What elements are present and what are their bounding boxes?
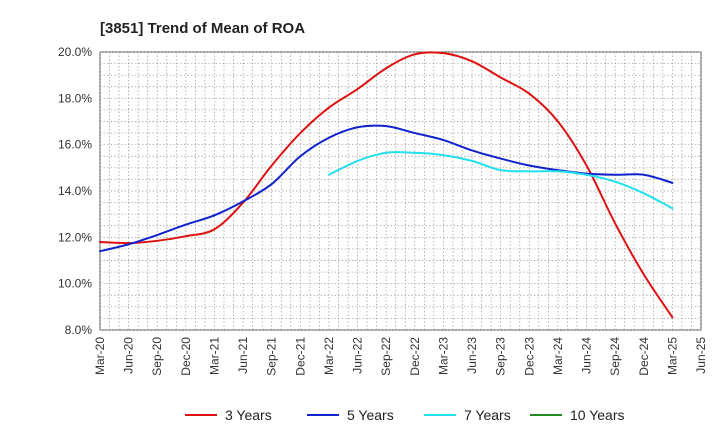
x-tick-label: Mar-21 <box>207 337 221 375</box>
x-tick-label: Mar-22 <box>322 337 336 375</box>
x-tick-label: Jun-20 <box>122 337 136 374</box>
legend-label-7-years: 7 Years <box>464 407 511 423</box>
x-tick-label: Jun-25 <box>694 337 708 374</box>
x-tick-label: Sep-22 <box>379 337 393 376</box>
x-tick-label: Jun-24 <box>580 337 594 374</box>
chart-title: [3851] Trend of Mean of ROA <box>100 20 305 37</box>
x-tick-label: Sep-23 <box>494 337 508 376</box>
y-tick-label: 12.0% <box>58 230 92 244</box>
y-tick-label: 20.0% <box>58 45 92 59</box>
x-tick-label: Mar-24 <box>551 337 565 375</box>
legend-label-3-years: 3 Years <box>225 407 272 423</box>
x-tick-label: Mar-25 <box>665 337 679 375</box>
y-tick-label: 16.0% <box>58 138 92 152</box>
series-layer <box>99 51 674 319</box>
x-tick-label: Dec-22 <box>408 337 422 376</box>
series-line-7-years <box>327 151 674 210</box>
x-tick-label: Dec-23 <box>522 337 536 376</box>
y-tick-label: 10.0% <box>58 277 92 291</box>
x-tick-label: Mar-23 <box>436 337 450 375</box>
legend-label-5-years: 5 Years <box>347 407 394 423</box>
x-tick-label: Dec-20 <box>179 337 193 376</box>
y-tick-label: 14.0% <box>58 184 92 198</box>
series-line-3-years <box>99 51 674 319</box>
x-tick-label: Jun-23 <box>465 337 479 374</box>
x-tick-label: Sep-21 <box>265 337 279 376</box>
axis-layer: 8.0% 10.0% 12.0% 14.0% 16.0% 18.0% 20.0% Mar-20… <box>58 45 708 376</box>
x-tick-label: Mar-20 <box>93 337 107 375</box>
x-tick-label: Jun-21 <box>236 337 250 374</box>
plot-frame <box>99 51 702 331</box>
legend: 3 Years 5 Years 7 Years 10 Years <box>185 407 625 423</box>
x-tick-label: Sep-24 <box>608 337 622 376</box>
grid-layer <box>99 51 702 331</box>
y-tick-label: 8.0% <box>65 323 93 337</box>
legend-label-10-years: 10 Years <box>570 407 625 423</box>
x-tick-label: Dec-24 <box>637 337 651 376</box>
y-tick-label: 18.0% <box>58 91 92 105</box>
x-tick-label: Jun-22 <box>351 337 365 374</box>
x-tick-label: Sep-20 <box>150 337 164 376</box>
x-tick-label: Dec-21 <box>293 337 307 376</box>
